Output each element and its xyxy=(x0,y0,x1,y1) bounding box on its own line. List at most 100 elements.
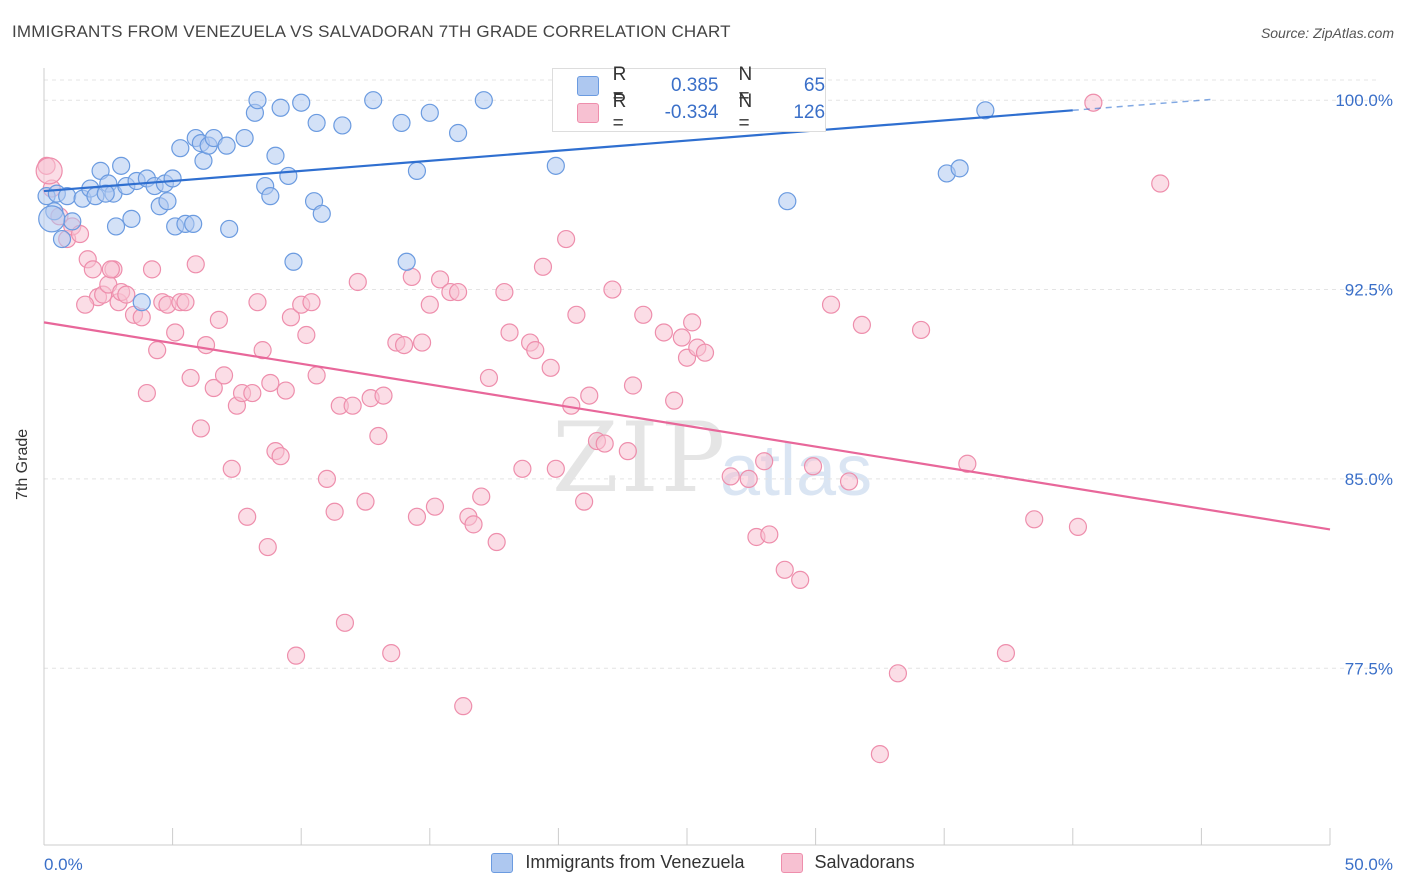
venezuela-point xyxy=(194,151,213,170)
salvadoran-point xyxy=(567,305,586,324)
salvadoran-point xyxy=(852,315,871,335)
venezuela-point xyxy=(271,98,290,117)
salvadoran-point xyxy=(1068,517,1088,536)
venezuela-point xyxy=(474,91,493,110)
salvadoran-point xyxy=(454,697,473,716)
salvadoran-point xyxy=(83,260,102,279)
venezuela-point xyxy=(52,229,72,249)
salvadoran-point xyxy=(297,325,316,345)
legend-n-label: N = xyxy=(738,91,753,134)
venezuela-point xyxy=(397,252,416,271)
venezuela-point xyxy=(312,204,331,223)
salvadoran-point xyxy=(402,267,421,287)
venezuela-point xyxy=(158,192,177,211)
legend-swatch-blue xyxy=(577,76,599,96)
salvadoran-point xyxy=(382,644,401,663)
salvadoran-point xyxy=(137,383,156,403)
salvadoran-point xyxy=(222,459,241,478)
series-swatch-blue xyxy=(491,852,514,873)
salvadoran-point xyxy=(541,358,560,377)
salvadoran-point xyxy=(348,272,367,292)
salvadoran-point xyxy=(196,335,216,355)
venezuela-point xyxy=(284,252,303,271)
venezuela-point xyxy=(364,91,383,110)
venezuela-point xyxy=(248,91,267,110)
salvadoran-point xyxy=(281,308,301,327)
venezuela-point xyxy=(106,217,126,236)
venezuela-point xyxy=(184,214,203,234)
salvadoran-point xyxy=(204,378,223,398)
salvadoran-point xyxy=(839,472,859,491)
venezuela-point xyxy=(292,93,311,112)
salvadoran-point xyxy=(369,426,388,446)
salvadoran-point xyxy=(214,366,234,385)
salvadoran-point xyxy=(665,391,684,410)
salvadoran-point xyxy=(101,260,120,279)
venezuela-point xyxy=(217,136,236,155)
legend: R = 0.385 N = 65 R = -0.334 N = 126 xyxy=(552,64,826,134)
legend-n-label: N = xyxy=(738,64,753,107)
venezuela-point xyxy=(976,101,995,120)
venezuela-point xyxy=(235,128,254,148)
salvadoran-point xyxy=(870,745,890,764)
salvadoran-point xyxy=(495,282,514,302)
venezuela-trendline-extension xyxy=(1072,98,1215,112)
salvadoran-point xyxy=(186,255,205,274)
legend-row-venezuela: R = 0.385 N = 65 xyxy=(577,64,826,107)
series-swatch-pink xyxy=(780,852,803,873)
series-name-salvadorans: Salvadorans xyxy=(814,852,915,872)
legend-n-value: 126 xyxy=(793,102,826,123)
salvadoran-point xyxy=(695,343,715,362)
series-name-venezuela: Immigrants from Venezuela xyxy=(525,852,745,872)
salvadoran-point xyxy=(286,646,306,665)
salvadoran-point xyxy=(775,560,794,579)
salvadoran-point xyxy=(394,335,414,355)
salvadoran-point xyxy=(307,366,326,385)
venezuela-point xyxy=(220,219,239,239)
venezuela-point xyxy=(63,212,82,231)
salvadoran-point xyxy=(821,295,841,314)
salvadoran-point xyxy=(595,434,614,453)
salvadoran-point xyxy=(603,280,622,299)
salvadoran-point xyxy=(258,537,277,557)
salvadoran-point xyxy=(739,469,758,489)
salvadoran-point xyxy=(209,310,228,329)
legend-r-label: R = xyxy=(612,64,627,107)
salvadoran-point xyxy=(238,507,257,526)
salvadoran-point xyxy=(1025,510,1044,529)
salvadoran-trendline xyxy=(43,321,1331,531)
salvadoran-point xyxy=(271,447,290,466)
salvadoran-point xyxy=(996,644,1016,663)
y-tick-label: 100.0% xyxy=(1335,91,1393,110)
salvadoran-point xyxy=(557,229,576,249)
salvadoran-point xyxy=(533,257,553,276)
venezuela-point xyxy=(778,192,797,211)
legend-r-label: R = xyxy=(612,91,627,134)
salvadoran-point xyxy=(325,502,344,521)
salvadoran-point xyxy=(755,452,774,471)
salvadoran-point xyxy=(575,492,594,511)
salvadoran-point xyxy=(76,295,95,314)
series-legend-salvadorans: Salvadorans xyxy=(780,852,915,873)
venezuela-point xyxy=(266,146,285,165)
series-legend-venezuela: Immigrants from Venezuela xyxy=(491,852,745,873)
venezuela-point xyxy=(420,103,439,122)
legend-n-value: 65 xyxy=(803,75,826,96)
salvadoran-point xyxy=(721,467,740,486)
y-tick-label: 85.0% xyxy=(1345,470,1393,489)
salvadoran-point xyxy=(317,469,337,489)
venezuela-point xyxy=(546,156,565,175)
salvadoran-point xyxy=(117,285,136,304)
salvadoran-point xyxy=(374,386,393,405)
salvadoran-point xyxy=(1084,93,1103,112)
venezuela-point xyxy=(333,116,352,135)
salvadoran-point xyxy=(464,515,483,534)
salvadoran-point xyxy=(1151,174,1170,193)
salvadoran-point xyxy=(335,613,355,632)
salvadoran-point xyxy=(500,323,519,342)
venezuela-point xyxy=(407,161,427,180)
salvadoran-point xyxy=(580,386,599,405)
y-tick-label: 77.5% xyxy=(1345,659,1393,678)
salvadoran-point xyxy=(276,381,295,400)
series-legend: Immigrants from Venezuela Salvadorans xyxy=(0,852,1406,873)
